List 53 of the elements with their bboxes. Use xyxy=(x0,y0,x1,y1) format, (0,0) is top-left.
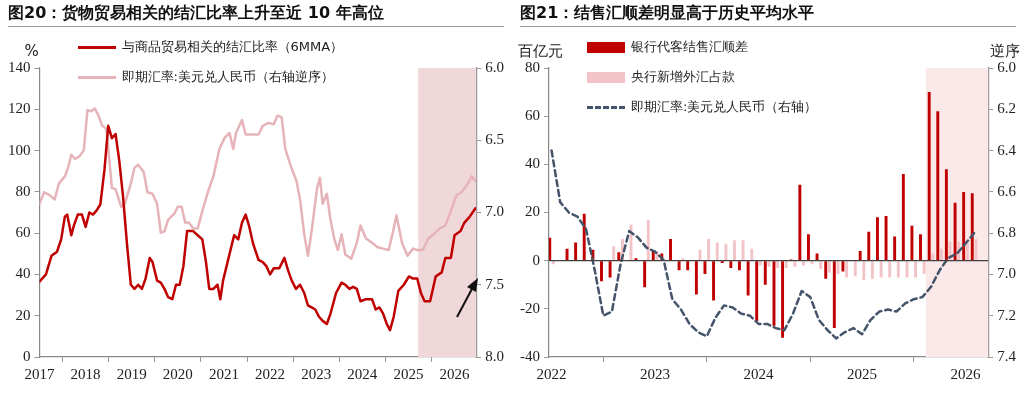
x-tick-label: 2026 xyxy=(950,365,981,382)
x-tick-label: 2023 xyxy=(640,365,671,382)
y-tick-label: 20 xyxy=(15,306,31,323)
y-tick-label: 60 xyxy=(15,224,31,241)
x-tick-label: 2022 xyxy=(255,365,286,382)
y2-axis-title: 逆序 xyxy=(990,42,1020,61)
legend-label: 即期汇率:美元兑人民币（右轴） xyxy=(630,98,818,116)
y2-tick-label: 6.0 xyxy=(485,58,504,75)
y-tick-label: 100 xyxy=(8,141,31,158)
y2-tick-label: 6.4 xyxy=(997,141,1017,158)
x-tick-label: 2017 xyxy=(24,365,55,382)
y-tick-label: 80 xyxy=(525,58,540,75)
y-tick-label: -20 xyxy=(520,299,540,316)
legend-label: 银行代客结售汇顺差 xyxy=(630,38,748,56)
y-tick-label: 40 xyxy=(15,265,31,282)
y2-tick-label: 7.4 xyxy=(997,347,1017,364)
y-tick-label: -40 xyxy=(520,347,540,364)
x-tick-label: 2025 xyxy=(393,365,424,382)
x-tick-label: 2022 xyxy=(536,365,567,382)
x-tick-label: 2023 xyxy=(301,365,332,382)
x-tick-label: 2026 xyxy=(439,365,471,382)
y2-tick-label: 7.0 xyxy=(485,203,504,220)
x-tick-label: 2019 xyxy=(116,365,147,382)
legend-label: 与商品贸易相关的结汇比率（6MMA） xyxy=(121,38,344,56)
y-tick-label: 120 xyxy=(8,100,31,117)
y-axis-title: 百亿元 xyxy=(518,42,564,61)
y-tick-label: 0 xyxy=(532,251,540,268)
legend-label: 即期汇率:美元兑人民币（右轴逆序） xyxy=(121,68,334,86)
y2-tick-label: 6.6 xyxy=(997,182,1017,199)
legend-label: 央行新增外汇占款 xyxy=(630,68,735,86)
y2-tick-label: 6.8 xyxy=(997,224,1016,241)
y-tick-label: 20 xyxy=(525,203,540,220)
y-tick-label: 140 xyxy=(8,58,31,75)
chart-title: 图21：结售汇顺差明显高于历史平均水平 xyxy=(520,3,1016,27)
x-tick-label: 2025 xyxy=(847,365,878,382)
y2-tick-label: 8.0 xyxy=(485,347,504,364)
y-tick-label: 0 xyxy=(23,347,31,364)
x-tick-label: 2021 xyxy=(208,365,239,382)
y2-tick-label: 7.5 xyxy=(485,275,504,292)
y-axis-title: % xyxy=(24,42,39,61)
x-tick-label: 2020 xyxy=(162,365,193,382)
y2-tick-label: 6.2 xyxy=(997,100,1016,117)
y-tick-label: 80 xyxy=(15,182,31,199)
chart-title: 图20：货物贸易相关的结汇比率上升至近 10 年高位 xyxy=(8,3,504,27)
y2-tick-label: 7.0 xyxy=(997,265,1016,282)
y-tick-label: 60 xyxy=(525,107,540,124)
y2-tick-label: 6.5 xyxy=(485,131,504,148)
x-tick-label: 2024 xyxy=(743,365,775,382)
y-tick-label: 40 xyxy=(525,155,540,172)
y2-tick-label: 7.2 xyxy=(997,306,1016,323)
y2-tick-label: 6.0 xyxy=(997,58,1016,75)
x-tick-label: 2024 xyxy=(347,365,378,382)
x-tick-label: 2018 xyxy=(70,365,101,382)
